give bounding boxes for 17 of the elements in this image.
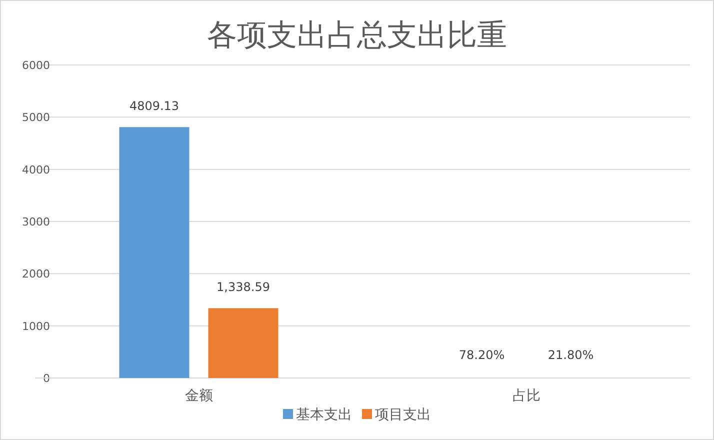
data-label: 1,338.59: [216, 280, 270, 294]
legend-label: 基本支出: [296, 407, 352, 423]
legend-label: 项目支出: [375, 407, 431, 423]
bar: [119, 127, 190, 378]
y-tick-label: 6000: [22, 59, 50, 72]
y-tick-label: 5000: [22, 111, 50, 124]
y-tick-label: 1000: [22, 320, 50, 333]
y-tick-label: 4000: [22, 163, 50, 176]
y-tick-label: 3000: [22, 216, 50, 228]
data-label: 21.80%: [548, 348, 594, 362]
chart-title: 各项支出占总支出比重: [207, 18, 507, 53]
data-label: 4809.13: [129, 99, 180, 114]
x-tick-label: 占比: [512, 388, 540, 404]
data-label: 78.20%: [458, 348, 505, 362]
y-tick-label: 2000: [22, 268, 50, 281]
x-tick-label: 金额: [184, 388, 213, 404]
bar: [208, 308, 278, 378]
